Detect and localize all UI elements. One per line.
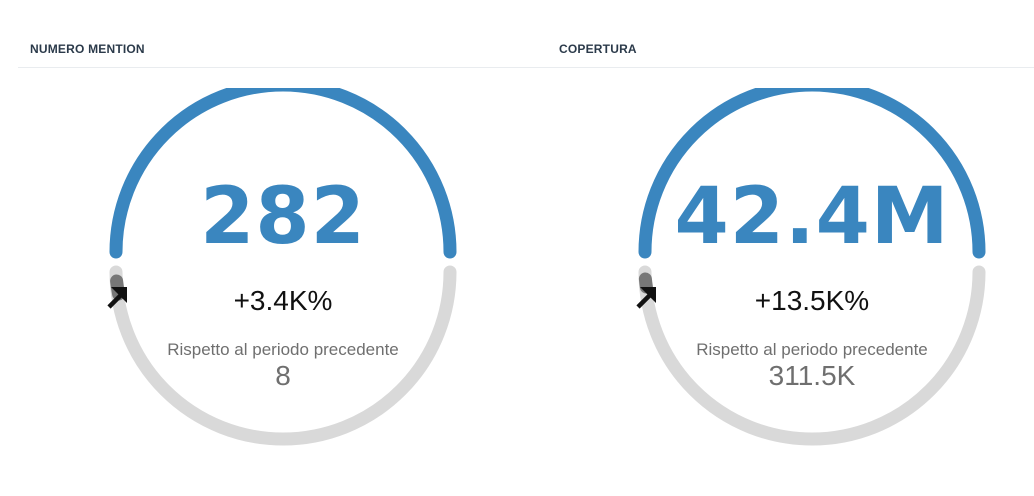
gauge-marker	[638, 272, 653, 294]
gauge-arc	[109, 88, 457, 259]
widget-title: COPERTURA	[559, 42, 637, 56]
widget-copertura: COPERTURA 42.4M +13.5K% Rispetto al peri…	[540, 0, 1034, 496]
compare-label: Rispetto al periodo precedente	[167, 340, 399, 359]
header-divider	[18, 67, 1034, 68]
compare-label: Rispetto al periodo precedente	[696, 340, 928, 359]
metric-value: 282	[200, 172, 366, 262]
previous-value: 8	[275, 360, 291, 391]
previous-value: 311.5K	[768, 360, 856, 391]
gauge: 42.4M +13.5K% Rispetto al periodo preced…	[632, 88, 992, 448]
change-percent: +3.4K%	[233, 285, 333, 316]
change-percent: +13.5K%	[754, 285, 870, 316]
gauge-track	[638, 265, 986, 446]
arrow-up-right-icon	[636, 287, 656, 309]
widget-title: NUMERO MENTION	[30, 42, 145, 56]
gauge-arc	[638, 88, 986, 259]
gauge-ring	[109, 88, 457, 446]
arrow-up-right-icon	[107, 287, 127, 309]
change-indicator: +13.5K%	[632, 284, 992, 318]
gauge-ring	[638, 88, 986, 446]
widget-numero-mention: NUMERO MENTION 282 +3.4K% Rispetto al pe…	[30, 42, 463, 448]
metric-value: 42.4M	[674, 172, 950, 262]
change-indicator: +3.4K%	[103, 284, 463, 318]
gauge: 282 +3.4K% Rispetto al periodo precedent…	[103, 88, 463, 448]
gauge-track	[109, 265, 457, 446]
